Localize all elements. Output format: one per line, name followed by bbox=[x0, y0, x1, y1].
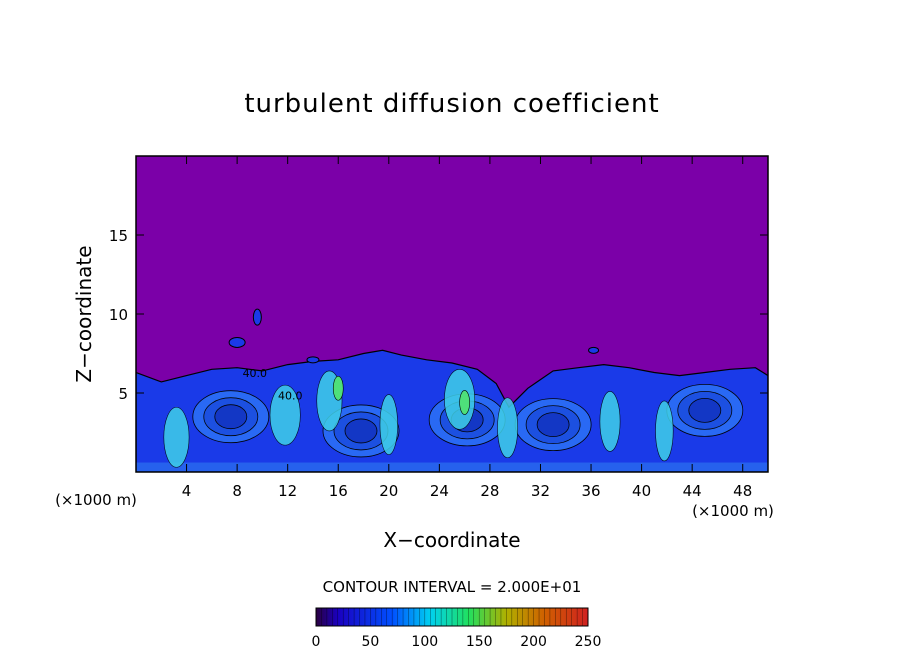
colorbar: 0 50 100 150 200 250 bbox=[312, 607, 602, 650]
x-tick-label: 24 bbox=[430, 482, 449, 500]
diffusion-streak bbox=[269, 384, 301, 446]
diffusion-streak bbox=[599, 391, 621, 452]
y-tick-label: 10 bbox=[109, 306, 128, 324]
detached-eddy bbox=[306, 356, 320, 364]
turbulent-layer bbox=[136, 308, 768, 472]
diffusion-streak bbox=[379, 394, 398, 455]
y-tick-label: 5 bbox=[118, 385, 128, 403]
detached-eddy bbox=[588, 346, 600, 354]
y-tick-label: 15 bbox=[109, 227, 128, 245]
diffusion-streak bbox=[655, 400, 674, 462]
colorbar-stripes bbox=[321, 608, 583, 626]
eddy bbox=[192, 390, 270, 444]
x-axis-ticks: 4 8 12 16 20 24 28 32 36 40 44 48 bbox=[182, 156, 752, 500]
x-unit-left: (×1000 m) bbox=[55, 491, 137, 509]
x-tick-label: 20 bbox=[379, 482, 398, 500]
eddy-contour bbox=[344, 418, 378, 444]
y-axis-label: Z−coordinate bbox=[72, 245, 96, 382]
contour-label: 40.0 bbox=[278, 389, 303, 402]
colorbar-tick-label: 250 bbox=[575, 634, 602, 650]
x-tick-label: 28 bbox=[480, 482, 499, 500]
contour-interval-text: CONTOUR INTERVAL = 2.000E+01 bbox=[323, 578, 582, 596]
contour-label: 40.0 bbox=[243, 367, 268, 380]
x-tick-label: 8 bbox=[232, 482, 242, 500]
x-tick-label: 32 bbox=[531, 482, 550, 500]
colorbar-tick-label: 0 bbox=[312, 634, 321, 650]
colorbar-tick-label: 50 bbox=[361, 634, 379, 650]
x-tick-label: 4 bbox=[182, 482, 192, 500]
x-axis-label: X−coordinate bbox=[383, 528, 520, 552]
colorbar-tick-label: 150 bbox=[466, 634, 493, 650]
eddy-contour bbox=[688, 397, 722, 423]
x-tick-label: 48 bbox=[733, 482, 752, 500]
colorbar-ticks: 0 50 100 150 200 250 bbox=[312, 634, 602, 650]
diffusion-streak bbox=[497, 397, 519, 459]
detached-eddy bbox=[252, 308, 262, 326]
x-tick-label: 12 bbox=[278, 482, 297, 500]
contour-labels: 40.0 40.0 bbox=[243, 367, 303, 402]
y-axis-ticks: 5 10 15 bbox=[109, 227, 768, 403]
eddy bbox=[666, 383, 744, 437]
eddy-contour bbox=[214, 404, 248, 430]
colorbar-tick-label: 100 bbox=[411, 634, 438, 650]
eddy bbox=[514, 398, 592, 452]
surface-layer bbox=[136, 462, 768, 472]
x-tick-label: 16 bbox=[329, 482, 348, 500]
detached-eddy bbox=[228, 336, 246, 348]
eddy-contour bbox=[536, 412, 570, 438]
diffusion-streak bbox=[163, 406, 190, 468]
x-tick-label: 40 bbox=[632, 482, 651, 500]
high-diffusion-cell bbox=[332, 375, 344, 401]
high-diffusion-cell bbox=[459, 390, 470, 415]
x-tick-label: 44 bbox=[683, 482, 702, 500]
chart-title: turbulent diffusion coefficient bbox=[244, 89, 659, 119]
colorbar-tick-label: 200 bbox=[520, 634, 547, 650]
x-tick-label: 36 bbox=[581, 482, 600, 500]
x-unit-right: (×1000 m) bbox=[692, 502, 774, 520]
